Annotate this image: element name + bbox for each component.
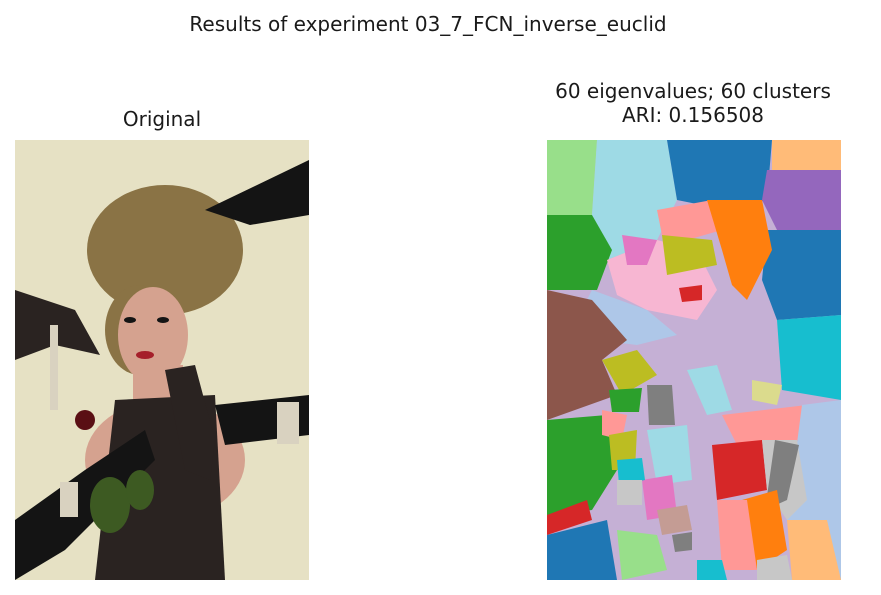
segment-red-mid <box>712 440 767 500</box>
segment-pink-dark <box>622 235 657 265</box>
photo-bracelet-left <box>60 482 78 517</box>
photo-glove-center <box>165 365 215 480</box>
segment-salmon <box>657 200 722 240</box>
panel-title-original: Original <box>122 107 202 131</box>
photo-necklace <box>50 325 58 410</box>
segment-salmon-bottom <box>717 500 757 570</box>
photo-glove-bottom-left <box>15 430 155 580</box>
photo-glove-top-right <box>205 160 309 225</box>
segment-top-right <box>772 140 841 170</box>
photo-eye-right <box>157 317 169 323</box>
segment-teal-bottom <box>697 560 727 580</box>
photo-leaf-1 <box>90 477 130 533</box>
segmentation-image <box>547 140 841 580</box>
segment-red-left <box>547 500 592 535</box>
segment-right-blue <box>762 230 841 320</box>
segment-olive-2 <box>602 350 657 395</box>
segment-teal-2 <box>617 458 645 485</box>
segment-light-gray-2 <box>617 480 642 505</box>
photo-lips <box>136 351 154 359</box>
segment-salmon-mid <box>602 410 627 440</box>
segment-teal <box>777 315 841 400</box>
segment-red-small <box>679 285 702 302</box>
photo-face <box>118 287 188 383</box>
segment-cyan-mid <box>687 365 732 415</box>
panel-title-clustering-line2: ARI: 0.156508 <box>621 103 764 127</box>
segment-tan <box>657 505 692 535</box>
original-image <box>15 140 309 580</box>
segment-light-gray-bottom <box>757 555 792 580</box>
segment-green-left <box>547 415 617 515</box>
segment-top-blue <box>667 140 772 210</box>
photo-hair <box>87 185 243 315</box>
figure-suptitle: Results of experiment 03_7_FCN_inverse_e… <box>189 12 667 36</box>
segment-green-small <box>609 388 642 412</box>
segment-light-green-bottom <box>617 530 667 580</box>
segment-orange <box>707 200 772 300</box>
segment-top-left <box>547 140 597 215</box>
photo-eye-left <box>124 317 136 323</box>
segmentation-image-panel <box>547 140 841 580</box>
segment-olive <box>662 235 717 275</box>
segment-right-purple <box>762 170 841 230</box>
photo-bracelet-right <box>277 402 299 444</box>
segment-left-green <box>547 215 612 290</box>
segment-salmon-right <box>722 405 812 445</box>
photo-leaf-2 <box>126 470 154 510</box>
photo-rose <box>75 410 95 430</box>
segment-orange-light-bottom <box>787 520 841 580</box>
segment-khaki <box>752 380 782 405</box>
segment-gray-bottom <box>672 532 692 552</box>
segment-brown <box>547 290 627 420</box>
segment-cyan-2 <box>647 425 692 485</box>
panel-title-clustering-line1: 60 eigenvalues; 60 clusters <box>555 79 831 103</box>
original-image-panel <box>15 140 309 580</box>
segment-top-cyan <box>592 140 677 260</box>
segment-blue-bottom <box>547 520 617 580</box>
panel-title-clustering: 60 eigenvalues; 60 clusters ARI: 0.15650… <box>493 79 881 127</box>
segment-gray <box>647 385 675 425</box>
